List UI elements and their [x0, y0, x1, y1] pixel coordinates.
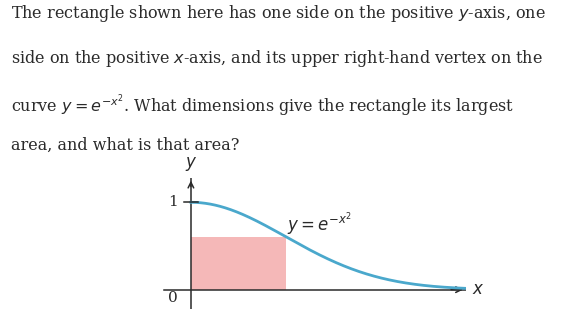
Text: $x$: $x$ [473, 281, 485, 298]
Text: $y$: $y$ [185, 155, 197, 173]
Text: The rectangle shown here has one side on the positive $y$-axis, one: The rectangle shown here has one side on… [11, 3, 546, 24]
Text: curve $y = e^{-x^2}$. What dimensions give the rectangle its largest: curve $y = e^{-x^2}$. What dimensions gi… [11, 93, 515, 119]
Text: side on the positive $x$-axis, and its upper right-hand vertex on the: side on the positive $x$-axis, and its u… [11, 48, 543, 69]
Text: 0: 0 [168, 291, 177, 305]
Bar [191, 237, 286, 290]
Text: area, and what is that area?: area, and what is that area? [11, 137, 240, 154]
Text: 1: 1 [168, 195, 177, 209]
Text: $y = e^{-x^2}$: $y = e^{-x^2}$ [287, 210, 353, 238]
